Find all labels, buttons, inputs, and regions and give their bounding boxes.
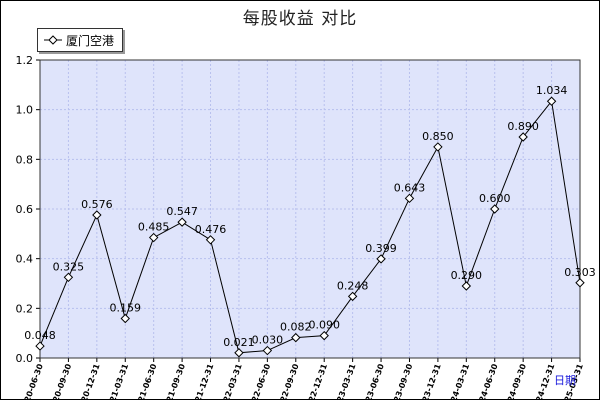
data-label: 0.890 xyxy=(507,120,539,133)
x-tick-label: 2022-03-31 xyxy=(218,362,244,400)
x-tick-label: 2020-06-30 xyxy=(19,362,45,400)
x-tick-label: 2024-03-31 xyxy=(445,362,471,400)
data-point xyxy=(262,345,273,356)
data-point xyxy=(148,232,159,243)
data-label: 0.090 xyxy=(308,319,340,332)
data-point xyxy=(433,142,443,152)
x-tick-label: 2022-09-30 xyxy=(275,362,301,400)
data-point xyxy=(291,332,301,343)
y-tick-label: 0.0 xyxy=(16,352,34,365)
y-tick-label: 1.2 xyxy=(16,54,34,67)
data-label: 0.576 xyxy=(81,198,113,211)
x-tick-label: 2021-09-30 xyxy=(161,362,187,400)
data-point xyxy=(518,132,528,142)
data-point xyxy=(35,341,45,351)
data-label: 0.021 xyxy=(223,336,255,349)
data-label: 0.248 xyxy=(337,279,369,292)
y-tick-label: 0.4 xyxy=(16,253,34,266)
data-point xyxy=(546,96,557,106)
data-label: 0.303 xyxy=(564,266,596,279)
legend-marker-icon xyxy=(44,35,62,45)
plot-border xyxy=(39,59,581,359)
x-tick-label: 2021-06-30 xyxy=(133,362,159,400)
x-tick-label: 2023-09-30 xyxy=(388,362,414,400)
data-label: 0.325 xyxy=(53,260,85,273)
data-label: 0.476 xyxy=(195,223,227,236)
x-tick-label: 2023-12-31 xyxy=(417,362,443,400)
data-point xyxy=(319,330,329,341)
y-tick-label: 1.0 xyxy=(16,104,34,117)
x-tick-label: 2020-09-30 xyxy=(47,362,73,400)
data-point xyxy=(404,193,415,204)
data-point xyxy=(376,254,386,264)
series-line xyxy=(39,100,581,354)
data-point xyxy=(575,278,585,288)
data-label: 1.034 xyxy=(536,84,568,97)
x-tick-label: 2021-12-31 xyxy=(189,362,215,400)
data-point xyxy=(120,313,130,324)
legend-series-label: 厦门空港 xyxy=(66,33,115,48)
legend: 厦门空港 xyxy=(37,28,124,52)
x-tick-label: 2023-06-30 xyxy=(360,362,386,400)
y-tick-label: 0.6 xyxy=(16,203,34,216)
data-label: 0.485 xyxy=(138,221,170,234)
x-tick-label: 2021-03-31 xyxy=(104,362,130,400)
data-point xyxy=(490,204,500,214)
data-point xyxy=(63,272,74,282)
data-label: 0.048 xyxy=(24,329,56,342)
chart-title: 每股收益 对比 xyxy=(242,9,358,29)
x-tick-label: 2024-06-30 xyxy=(474,362,500,400)
data-label: 0.030 xyxy=(252,334,284,347)
data-label: 0.159 xyxy=(110,302,142,315)
data-label: 0.643 xyxy=(394,181,426,194)
data-point xyxy=(461,281,472,291)
data-label: 0.082 xyxy=(280,321,312,334)
x-tick-label: 2020-12-31 xyxy=(76,362,102,400)
y-tick-label: 0.2 xyxy=(16,302,34,315)
data-label: 0.600 xyxy=(479,192,511,205)
data-label: 0.399 xyxy=(365,242,397,255)
data-label: 0.850 xyxy=(422,130,454,143)
x-tick-label: 2022-06-30 xyxy=(246,362,272,400)
x-axis-title: 日期 xyxy=(554,374,576,387)
y-tick-label: 0.8 xyxy=(16,153,34,166)
data-point xyxy=(347,291,358,302)
data-point xyxy=(177,217,187,227)
data-point xyxy=(205,235,216,245)
data-label: 0.290 xyxy=(451,269,483,282)
x-tick-label: 2024-12-31 xyxy=(530,362,556,400)
data-label: 0.547 xyxy=(166,205,198,218)
data-point xyxy=(234,348,244,358)
x-tick-label: 2022-12-31 xyxy=(303,362,329,400)
x-tick-label: 2024-09-30 xyxy=(502,362,528,400)
x-tick-label: 2023-03-31 xyxy=(332,362,358,400)
data-point xyxy=(92,210,102,220)
